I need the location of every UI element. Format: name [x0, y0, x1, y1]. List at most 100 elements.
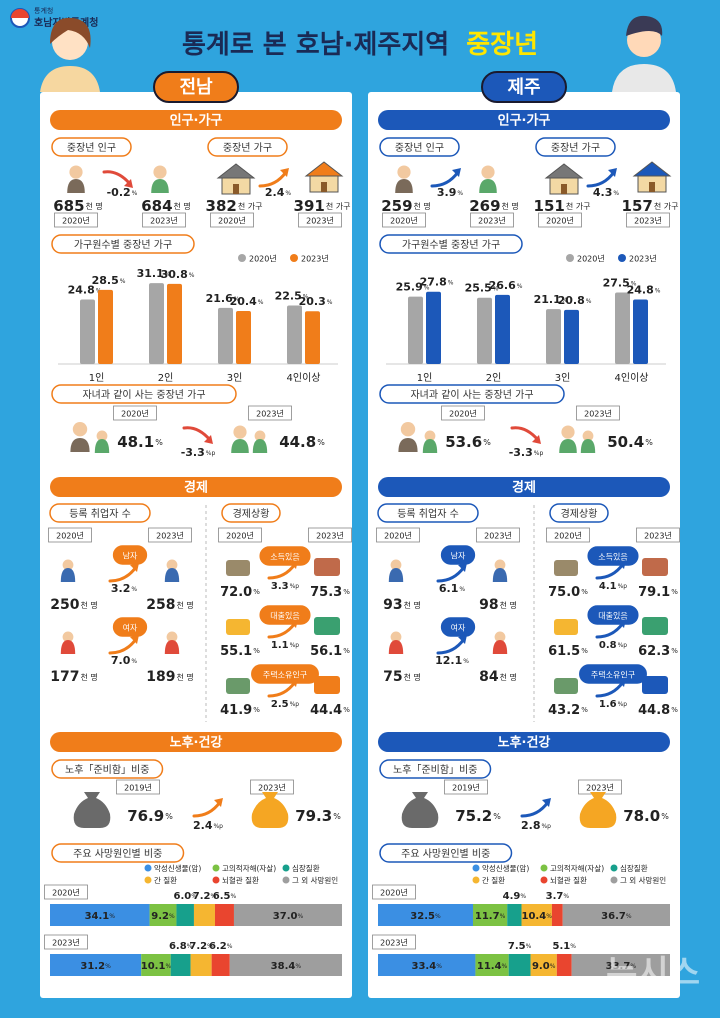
- stacked-segment: [50, 904, 150, 926]
- change-label-value: 12.1: [435, 654, 462, 667]
- row-label: 대출있음: [598, 611, 627, 621]
- icon-body: [479, 179, 497, 193]
- region-tab: [153, 71, 239, 103]
- segment-label-unit: %: [502, 963, 508, 970]
- change-label-unit: %p: [618, 701, 628, 708]
- value-2023: 44.8%: [279, 433, 325, 451]
- stacked-segment: [378, 954, 476, 976]
- icon-body: [388, 568, 404, 582]
- trend-arrow-head: [617, 560, 626, 569]
- title-main: 통계로 본 호남·제주지역: [182, 30, 449, 60]
- trend-arrow-head: [204, 435, 213, 444]
- change-label: 1.6%p: [599, 699, 627, 710]
- sub-label-box: [49, 503, 151, 523]
- legend-swatch: [472, 864, 480, 872]
- value-2020-unit: %: [253, 706, 260, 714]
- title-accent: 중장년: [466, 30, 538, 60]
- section-header-box: [50, 110, 342, 130]
- bar-value-label-value: 25.5: [465, 282, 492, 295]
- segment-label-unit: %: [191, 893, 197, 900]
- value-2023-value: 391: [294, 197, 325, 215]
- value-2020: 48.1%: [117, 433, 163, 451]
- value-2020-value: 61.5: [548, 644, 580, 659]
- year-label: 2020년: [554, 531, 582, 541]
- segment-label-value: 9.2: [151, 911, 169, 922]
- segment-label-value: 31.2: [80, 961, 105, 972]
- bar-value-label-value: 30.8: [161, 268, 188, 281]
- legend-label: 그 외 사망원인: [620, 875, 666, 885]
- value-2020-unit: 천 명: [80, 672, 97, 682]
- bar-value-label-value: 26.6: [489, 279, 516, 292]
- icon-body: [395, 179, 413, 193]
- segment-label-unit: %: [297, 913, 303, 920]
- bar: [236, 310, 251, 364]
- segment-label: 32.5%: [410, 911, 441, 922]
- value-2020: 75.0%: [548, 585, 588, 600]
- year-label: 2020년: [121, 409, 149, 419]
- segment-label-value: 4.9: [503, 891, 521, 902]
- legend-swatch: [282, 876, 290, 884]
- icon-item: [314, 558, 340, 576]
- value-2020-value: 382: [206, 197, 237, 215]
- change-label: 2.4%: [265, 186, 292, 199]
- sub-label: 중장년 가구: [223, 142, 272, 154]
- icon-body: [252, 439, 268, 453]
- character-right: [612, 15, 676, 92]
- year-label: 2023년: [306, 216, 334, 226]
- value-2020-value: 41.9: [220, 703, 252, 718]
- icon-item: [554, 678, 578, 694]
- icon-item: [226, 678, 250, 694]
- year-label: 2023년: [644, 531, 672, 541]
- value-2023-unit: %: [343, 706, 350, 714]
- change-label: -3.3%p: [181, 446, 216, 459]
- value-2020-value: 43.2: [548, 703, 580, 718]
- bar-value-label-value: 24.8: [627, 284, 654, 297]
- year-box: [218, 527, 262, 543]
- value-2020: 61.5%: [548, 644, 588, 659]
- value-2023: 258천 명: [146, 597, 194, 613]
- value-2020-unit: %: [581, 647, 588, 655]
- row-label-box: [440, 617, 476, 637]
- trend-arrow-head: [617, 678, 626, 687]
- value-2023-value: 84: [479, 669, 499, 685]
- icon-head: [424, 430, 436, 442]
- segment-label: 9.2%: [151, 911, 175, 922]
- value-2019-value: 76.9: [127, 807, 164, 825]
- sub-label-box: [549, 503, 609, 523]
- sub-label: 경제상황: [561, 507, 598, 520]
- stacked-segment: [530, 954, 557, 976]
- value-2023-unit: %: [317, 438, 325, 447]
- value-2020: 93천 명: [383, 597, 421, 613]
- row-label: 남자: [123, 552, 138, 561]
- icon-house-door: [321, 182, 327, 192]
- legend-swatch: [472, 876, 480, 884]
- icon-house-door: [649, 182, 655, 192]
- character-body: [40, 66, 100, 92]
- logo-mark-top: [11, 9, 29, 18]
- watermark: 뉴시스: [606, 954, 700, 994]
- sub-label-box: [51, 234, 195, 254]
- bar-value-label-value: 27.8: [420, 276, 447, 289]
- value-2023-unit: 천 명: [176, 672, 193, 682]
- row-label: 주택소유인구: [263, 670, 307, 680]
- change-label-value: 3.9: [437, 186, 457, 199]
- bar: [98, 289, 113, 364]
- icon-body: [580, 439, 596, 453]
- sub-label-box: [379, 234, 523, 254]
- bar-value-label-value: 20.8: [558, 294, 585, 307]
- change-label: 3.3%p: [271, 581, 299, 592]
- change-label: 7.0%: [111, 654, 138, 667]
- value-2020-unit: 천 명: [404, 672, 421, 682]
- segment-label: 5.1%: [553, 941, 577, 952]
- value-2023: 684천 명: [141, 197, 191, 215]
- stacked-segment: [50, 954, 142, 976]
- character-left: [40, 17, 100, 92]
- segment-label-unit: %: [436, 963, 442, 970]
- value-2020-unit: %: [253, 647, 260, 655]
- category-label: 2인: [158, 372, 174, 384]
- bar-value-label: 20.8%: [558, 294, 592, 307]
- bar-value-label-value: 21.1: [534, 293, 561, 306]
- value-2023: 391천 가구: [294, 197, 351, 215]
- year-box: [576, 405, 620, 421]
- section-header-box: [50, 732, 342, 752]
